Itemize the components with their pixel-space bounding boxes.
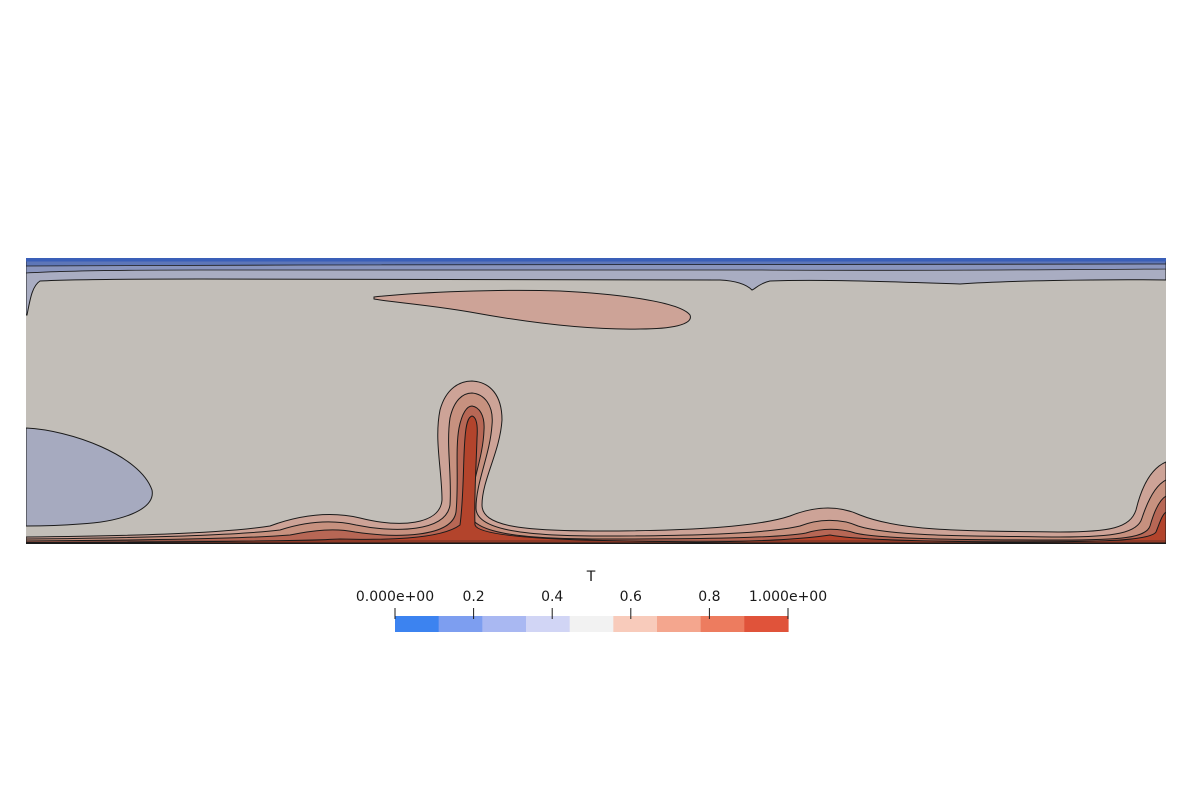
colorbar-band: [744, 616, 789, 632]
colorbar-tick-label: 0.8: [698, 589, 720, 605]
colorbar-band: [395, 616, 440, 632]
warm-layer-2: [26, 392, 1166, 544]
colorbar-bands: [395, 616, 789, 632]
colorbar-band: [657, 616, 702, 632]
colorbar-tick-label: 0.2: [462, 589, 484, 605]
colorbar-tick-label: 0.4: [541, 589, 563, 605]
colorbar-band: [438, 616, 483, 632]
colorbar-title: T: [586, 569, 596, 585]
cool-region-left: [26, 427, 153, 527]
colorbar-ticks: 0.000e+00 0.2 0.4 0.6 0.8 1.000e+00: [356, 589, 827, 619]
top-region-3: [26, 258, 1166, 316]
colorbar-tick-label: 0.000e+00: [356, 589, 434, 605]
warm-layer-1: [26, 380, 1166, 544]
colorbar-band: [569, 616, 614, 632]
colorbar-tick-label: 0.6: [620, 589, 642, 605]
color-legend: T 0.000e+00 0.2 0.4 0.6 0.8 1.000e+00: [356, 569, 827, 632]
hot-core: [26, 415, 1166, 544]
warm-blob-upper: [373, 289, 691, 330]
contour-domain: [26, 258, 1166, 544]
top-region-0: [26, 258, 1166, 262]
colorbar-tick-label: 1.000e+00: [749, 589, 827, 605]
colorbar-band: [613, 616, 658, 632]
colorbar-band: [526, 616, 571, 632]
colorbar-band: [700, 616, 745, 632]
colorbar-band: [482, 616, 527, 632]
